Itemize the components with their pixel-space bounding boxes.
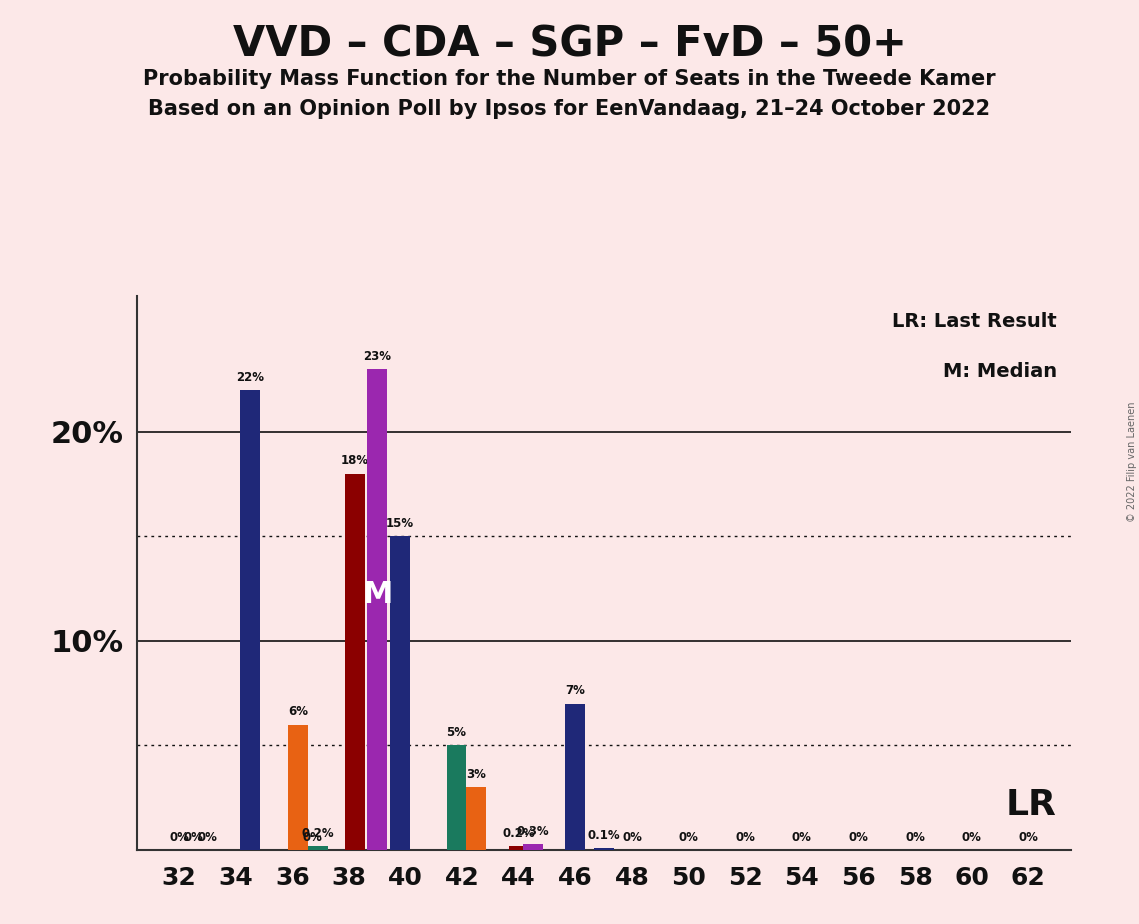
Text: 0%: 0% — [1018, 831, 1038, 844]
Text: 6%: 6% — [288, 705, 308, 718]
Text: 0%: 0% — [170, 831, 189, 844]
Bar — [288, 724, 308, 850]
Text: 0.3%: 0.3% — [517, 824, 549, 837]
Bar — [565, 704, 585, 850]
Text: 0%: 0% — [183, 831, 203, 844]
Text: LR: Last Result: LR: Last Result — [892, 312, 1057, 332]
Text: 0.2%: 0.2% — [502, 827, 535, 840]
Bar — [368, 369, 387, 850]
Text: LR: LR — [1006, 788, 1057, 822]
Text: 22%: 22% — [236, 371, 264, 383]
Bar — [345, 473, 364, 850]
Text: M: M — [362, 580, 393, 610]
Bar — [593, 848, 614, 850]
Text: 18%: 18% — [341, 455, 369, 468]
Text: 0%: 0% — [197, 831, 218, 844]
Bar — [308, 845, 328, 850]
Bar — [240, 390, 260, 850]
Bar — [523, 844, 543, 850]
Text: 0%: 0% — [849, 831, 868, 844]
Bar — [466, 787, 486, 850]
Text: 0%: 0% — [961, 831, 982, 844]
Text: 0%: 0% — [792, 831, 812, 844]
Text: VVD – CDA – SGP – FvD – 50+: VVD – CDA – SGP – FvD – 50+ — [232, 23, 907, 65]
Bar — [446, 746, 466, 850]
Text: 0%: 0% — [906, 831, 925, 844]
Text: Probability Mass Function for the Number of Seats in the Tweede Kamer: Probability Mass Function for the Number… — [144, 69, 995, 90]
Text: 0.2%: 0.2% — [302, 827, 334, 840]
Text: M: Median: M: Median — [943, 362, 1057, 382]
Bar — [390, 536, 410, 850]
Text: 3%: 3% — [466, 768, 486, 781]
Text: 15%: 15% — [386, 517, 413, 530]
Text: 7%: 7% — [565, 685, 585, 698]
Text: 0%: 0% — [679, 831, 698, 844]
Text: 23%: 23% — [363, 349, 392, 362]
Bar — [509, 845, 528, 850]
Text: 0%: 0% — [622, 831, 642, 844]
Text: 0%: 0% — [736, 831, 755, 844]
Text: 0%: 0% — [302, 831, 322, 844]
Text: Based on an Opinion Poll by Ipsos for EenVandaag, 21–24 October 2022: Based on an Opinion Poll by Ipsos for Ee… — [148, 99, 991, 119]
Text: © 2022 Filip van Laenen: © 2022 Filip van Laenen — [1126, 402, 1137, 522]
Text: 5%: 5% — [446, 726, 467, 739]
Text: 0.1%: 0.1% — [588, 829, 620, 842]
